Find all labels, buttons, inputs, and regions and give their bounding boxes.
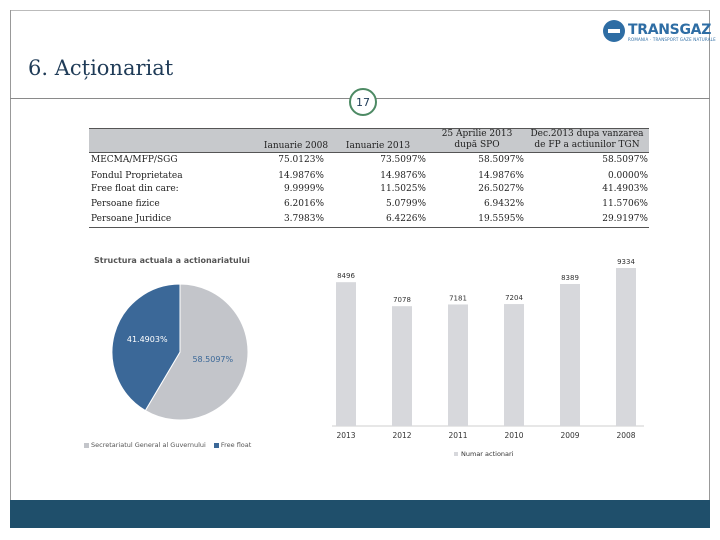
- bar-value-label: 7078: [393, 296, 411, 304]
- logo-mark-icon: [603, 20, 625, 42]
- frame-left-line: [10, 10, 11, 528]
- pie-slice: [144, 283, 249, 421]
- table-row-label: Persoane Juridice: [91, 214, 172, 224]
- table-cell: 58.5097%: [602, 155, 648, 165]
- bar-legend-label: Numar actionari: [461, 450, 514, 458]
- x-tick-label: 2013: [336, 431, 355, 440]
- pie-chart-title: Structura actuala a actionariatului: [94, 256, 250, 265]
- bar: [504, 304, 524, 426]
- bar: [392, 306, 412, 426]
- table-cell: 73.5097%: [380, 155, 426, 165]
- table-cell: 3.7983%: [283, 214, 324, 224]
- x-tick-label: 2011: [448, 431, 467, 440]
- pie-legend-label: Secretariatul General al Guvernului: [91, 441, 206, 449]
- legend-swatch: [454, 452, 458, 456]
- page-title: 6. Acționariat: [28, 56, 174, 80]
- table-cell: 0.0000%: [607, 171, 648, 181]
- table-header-background: [89, 128, 649, 152]
- pie-legend-label: Free float: [220, 441, 252, 449]
- pie-legend: Secretariatul General al Guvernului Free…: [84, 441, 251, 449]
- bar-chart: 8496 2013 7078 2012 7181 2011 7204 2010 8389 2009…: [332, 258, 644, 458]
- table-header-col-2: Ianuarie 2013: [345, 141, 411, 151]
- bar: [448, 304, 468, 426]
- bar-value-label: 8496: [337, 272, 355, 280]
- table-cell: 11.5025%: [380, 184, 426, 194]
- x-tick-label: 2009: [560, 431, 579, 440]
- x-tick-label: 2010: [504, 431, 523, 440]
- table-cell: 5.0799%: [385, 199, 426, 209]
- table-cell: 29.9197%: [602, 214, 648, 224]
- frame-top-line: [10, 10, 710, 11]
- bar-value-label: 7204: [505, 294, 523, 302]
- table-cell: 6.2016%: [283, 199, 324, 209]
- table-row-label: MECMA/MFP/SGG: [91, 155, 178, 165]
- transgaz-logo: TRANSGAZ ROMANIA · TRANSPORT GAZE NATURA…: [603, 20, 716, 42]
- page-number-badge: 17: [349, 88, 377, 116]
- table-cell: 41.4903%: [602, 184, 648, 194]
- table-cell: 75.0123%: [278, 155, 324, 165]
- table-header-col-4: Dec.2013 dupa vanzarea de FP a actiunilo…: [530, 129, 644, 150]
- pie-chart: 58.5097% 41.4903%: [111, 283, 249, 421]
- table-header-col-3: 25 Aprilie 2013 după SPO: [441, 129, 513, 150]
- x-tick-label: 2008: [616, 431, 635, 440]
- footer-bar: [10, 500, 710, 528]
- bar-value-label: 9334: [617, 258, 635, 266]
- table-cell: 14.9876%: [478, 171, 524, 181]
- table-cell: 11.5706%: [602, 199, 648, 209]
- table-cell: 9.9999%: [283, 184, 324, 194]
- legend-swatch-blue: [213, 442, 219, 448]
- frame-right-line: [709, 10, 710, 528]
- table-header-rule: [89, 152, 649, 153]
- table-top-rule: [89, 128, 649, 129]
- table-cell: 19.5595%: [478, 214, 524, 224]
- table-cell: 14.9876%: [380, 171, 426, 181]
- bar: [560, 283, 580, 426]
- bar: [616, 268, 636, 426]
- table-cell: 14.9876%: [278, 171, 324, 181]
- table-cell: 26.5027%: [478, 184, 524, 194]
- x-tick-label: 2012: [392, 431, 411, 440]
- pie-slice-label: 58.5097%: [192, 355, 233, 364]
- pie-slice: [111, 283, 181, 412]
- legend-swatch-gray: [84, 442, 89, 448]
- table-cell: 58.5097%: [478, 155, 524, 165]
- table-row-label: Fondul Proprietatea: [91, 171, 183, 181]
- table-cell: 6.4226%: [385, 214, 426, 224]
- bar-value-label: 8389: [561, 274, 579, 282]
- table-cell: 6.9432%: [483, 199, 524, 209]
- pie-slice-label: 41.4903%: [127, 335, 168, 344]
- pie-legend-item: Free float: [213, 441, 252, 449]
- pie-legend-item: Secretariatul General al Guvernului: [84, 441, 206, 449]
- bar-value-label: 7181: [449, 294, 467, 302]
- logo-subtext: ROMANIA · TRANSPORT GAZE NATURALE: [628, 37, 716, 42]
- table-row-label: Free float din care:: [91, 184, 179, 194]
- table-header-col-1: Ianuarie 2008: [263, 141, 329, 151]
- table-row-label: Persoane fizice: [91, 199, 160, 209]
- logo-text: TRANSGAZ: [628, 22, 712, 38]
- bar: [336, 282, 356, 426]
- table-bottom-rule: [89, 227, 649, 228]
